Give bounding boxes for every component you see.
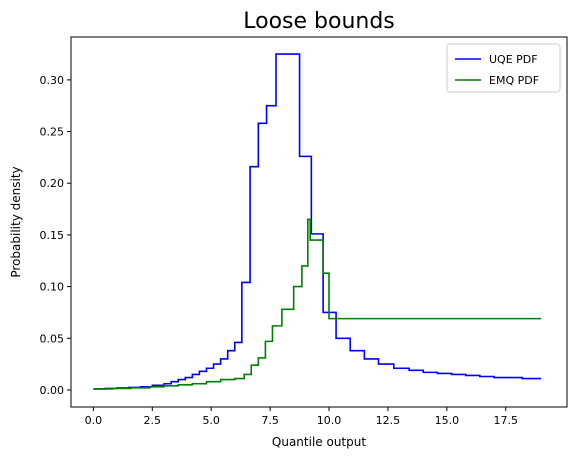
y-tick-label: 0.00 xyxy=(40,384,65,397)
y-tick-label: 0.15 xyxy=(40,229,65,242)
x-tick-label: 15.0 xyxy=(435,414,460,427)
x-axis-label: Quantile output xyxy=(272,435,366,449)
x-tick-label: 10.0 xyxy=(317,414,342,427)
x-tick-label: 17.5 xyxy=(493,414,518,427)
x-tick-label: 5.0 xyxy=(202,414,220,427)
y-axis-label: Probability density xyxy=(9,166,23,277)
y-axis-ticks: 0.00 0.05 0.10 0.15 0.20 0.25 0.30 xyxy=(40,74,71,397)
legend: UQE PDF EMQ PDF xyxy=(446,43,561,93)
legend-label: EMQ PDF xyxy=(489,74,539,87)
x-axis-ticks: 0.0 2.5 5.0 7.5 10.0 12.5 15.0 17.5 xyxy=(85,407,518,427)
plot-area xyxy=(70,36,568,408)
x-tick-label: 0.0 xyxy=(85,414,103,427)
series-layer xyxy=(93,53,542,390)
x-tick-label: 2.5 xyxy=(144,414,162,427)
y-tick-label: 0.05 xyxy=(40,332,65,345)
x-tick-label: 12.5 xyxy=(376,414,401,427)
x-tick-label: 7.5 xyxy=(261,414,279,427)
y-tick-label: 0.30 xyxy=(40,74,65,87)
series-line-uqe-pdf xyxy=(93,53,542,390)
y-tick-label: 0.25 xyxy=(40,126,65,139)
y-tick-label: 0.10 xyxy=(40,281,65,294)
legend-label: UQE PDF xyxy=(489,53,538,66)
plot-frame xyxy=(70,36,568,408)
y-tick-label: 0.20 xyxy=(40,177,65,190)
series-line-emq-pdf xyxy=(93,218,542,390)
chart-title: Loose bounds xyxy=(243,9,395,34)
